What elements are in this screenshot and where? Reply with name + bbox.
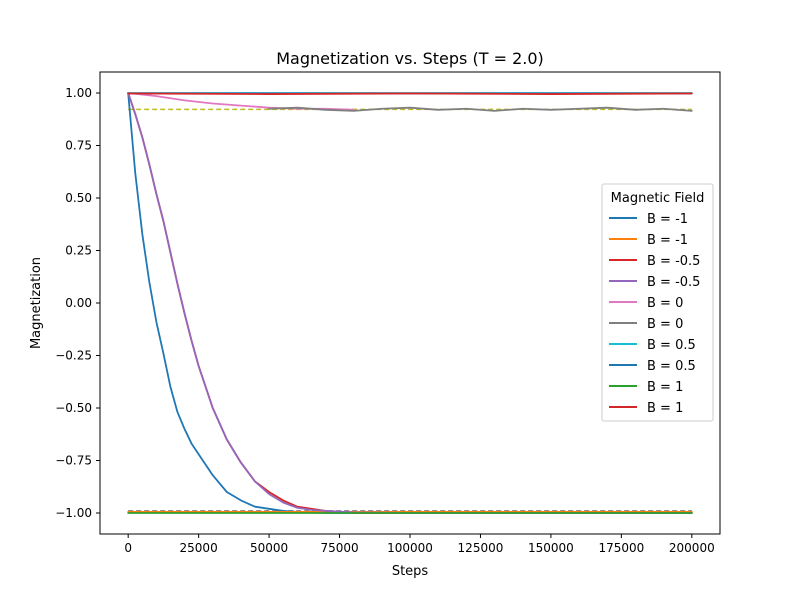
- legend-label-7: B = 0.5: [647, 338, 696, 353]
- legend-label-1: B = -1: [647, 212, 688, 227]
- axes: 0 25000 50000 75000 100000 125000 150000 175000…: [55, 71, 721, 555]
- y-tick-label-4: 0.25: [65, 244, 92, 258]
- x-tick-label-8: 175000: [598, 541, 644, 555]
- series-line-6: [268, 106, 693, 112]
- y-tick-label-2: 0.75: [65, 139, 92, 153]
- y-tick-label-5: 0.00: [65, 296, 92, 310]
- legend-label-10: B = 1: [647, 401, 683, 416]
- x-tick-label-7: 150000: [528, 541, 574, 555]
- y-tick-label-3: 0.50: [65, 191, 92, 205]
- x-axis-label: Steps: [392, 564, 429, 579]
- plot-area: [127, 92, 693, 514]
- legend-label-9: B = 1: [647, 380, 683, 395]
- legend: Magnetic Field B = -1 B = -1 B = -0.5 B = -0…: [601, 183, 714, 422]
- x-tick-label-4: 75000: [320, 541, 358, 555]
- x-tick-label-1: 0: [124, 541, 132, 555]
- y-tick-label-8: −0.75: [55, 454, 92, 468]
- legend-label-5: B = 0: [647, 296, 683, 311]
- legend-label-8: B = 0.5: [647, 359, 696, 374]
- x-tick-label-9: 200000: [669, 541, 715, 555]
- legend-label-6: B = 0: [647, 317, 683, 332]
- legend-label-2: B = -1: [647, 233, 688, 248]
- plot-series-group: [127, 92, 693, 514]
- series-line-4: [127, 92, 693, 514]
- y-axis-label: Magnetization: [29, 257, 44, 349]
- series-line-10: [127, 92, 693, 95]
- legend-label-3: B = -0.5: [647, 254, 700, 269]
- x-tick-label-6: 125000: [458, 541, 504, 555]
- x-tick-label-2: 25000: [180, 541, 218, 555]
- legend-label-4: B = -0.5: [647, 275, 700, 290]
- y-tick-label-7: −0.50: [55, 401, 92, 415]
- series-line-5: [127, 92, 355, 111]
- y-tick-label-6: −0.25: [55, 349, 92, 363]
- y-tick-label-9: −1.00: [55, 506, 92, 520]
- chart-title: Magnetization vs. Steps (T = 2.0): [276, 49, 544, 68]
- legend-title: Magnetic Field: [611, 191, 705, 206]
- x-tick-label-5: 100000: [387, 541, 433, 555]
- legend-box: [601, 183, 714, 422]
- x-tick-label-3: 50000: [250, 541, 288, 555]
- y-tick-label-1: 1.00: [65, 86, 92, 100]
